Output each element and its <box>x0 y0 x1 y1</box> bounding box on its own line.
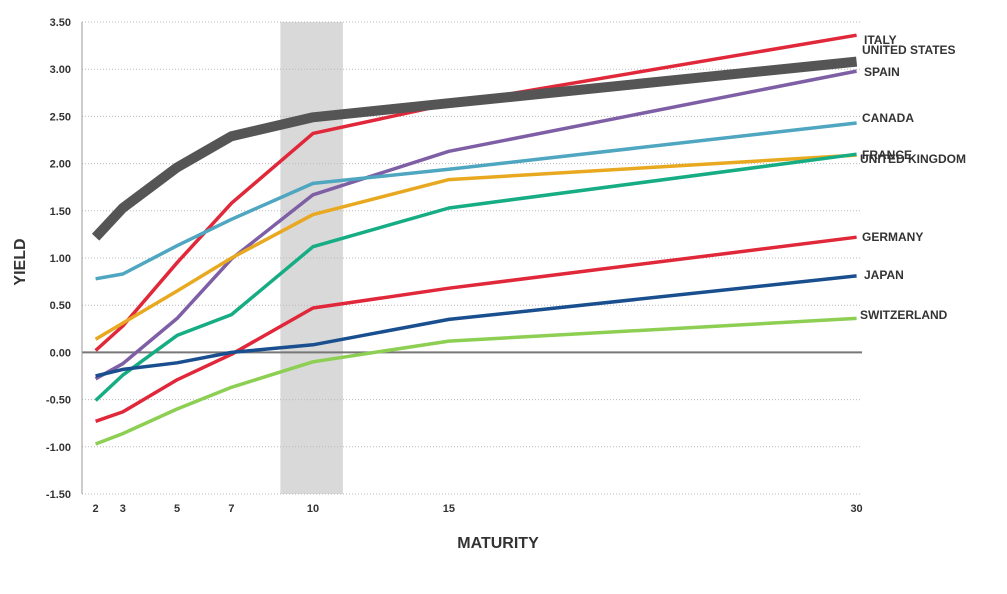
x-tick-label: 5 <box>174 503 180 515</box>
shaded-region <box>280 22 343 494</box>
y-tick-label: 1.50 <box>50 206 71 218</box>
series-line-united-kingdom <box>94 152 857 402</box>
series-label-switzerland: SWITZERLAND <box>860 308 948 322</box>
x-tick-label: 10 <box>307 503 319 515</box>
x-tick-label: 3 <box>120 503 126 515</box>
series-label-united-states: UNITED STATES <box>862 43 956 57</box>
grid <box>81 21 862 495</box>
series-line-switzerland <box>94 316 857 446</box>
series-line-canada <box>95 121 857 281</box>
y-tick-label: 3.50 <box>50 17 71 29</box>
y-tick-label: 0.00 <box>50 347 71 359</box>
y-tick-labels: 3.50 3.00 2.50 2.00 1.50 1.00 0.50 0.00 -0.50 -1.… <box>46 17 71 501</box>
series-label-germany: GERMANY <box>862 230 923 244</box>
series-label-japan: JAPAN <box>864 268 904 282</box>
series-label-united-kingdom: UNITED KINGDOM <box>860 152 966 166</box>
x-tick-label: 15 <box>443 503 455 515</box>
series-label-canada: CANADA <box>862 111 914 125</box>
x-tick-labels: 2 3 5 7 10 15 30 <box>93 503 863 515</box>
y-tick-label: 2.00 <box>50 159 71 171</box>
series-line-france <box>94 153 857 341</box>
y-tick-label: 2.50 <box>50 111 71 123</box>
y-tick-label: 0.50 <box>50 300 71 312</box>
y-tick-label: 3.00 <box>50 64 71 76</box>
y-tick-label: -1.00 <box>46 442 71 454</box>
series-line-italy <box>94 33 857 352</box>
series-label-spain: SPAIN <box>864 65 900 79</box>
x-tick-label: 30 <box>850 503 862 515</box>
x-tick-label: 2 <box>93 503 99 515</box>
series-line-germany <box>95 235 857 423</box>
y-tick-label: -0.50 <box>46 395 71 407</box>
x-axis-title: MATURITY <box>457 535 539 552</box>
y-tick-label: -1.50 <box>46 489 71 501</box>
series-label-france: FRANCE <box>862 148 912 162</box>
series-lines <box>91 33 858 446</box>
y-tick-label: 1.00 <box>50 253 71 265</box>
series-label-italy: ITALY <box>864 33 897 47</box>
series-line-japan <box>95 274 857 378</box>
y-axis-title: YIELD <box>12 238 29 285</box>
series-line-united-states <box>91 56 858 241</box>
x-tick-label: 7 <box>228 503 234 515</box>
